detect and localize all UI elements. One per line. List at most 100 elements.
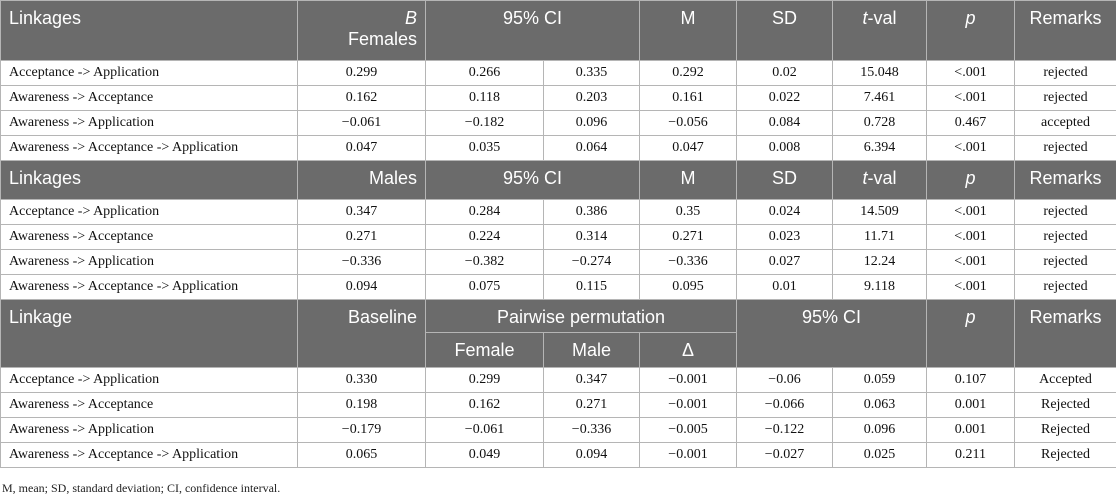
cell-delta: −0.001 [639, 392, 737, 418]
cell-t: 15.048 [832, 60, 927, 86]
table-row: Awareness -> Application −0.061 −0.182 0… [0, 110, 1116, 136]
cell-p: 0.001 [926, 392, 1015, 418]
cell-baseline: −0.179 [297, 417, 426, 443]
header-p-label: p [965, 307, 976, 327]
header-males: Males [297, 160, 426, 200]
cell-sd: 0.01 [736, 274, 833, 300]
cell-b: 0.299 [297, 60, 426, 86]
cell-linkage: Awareness -> Application [0, 249, 298, 275]
header-ci: 95% CI [425, 0, 640, 61]
cell-ci-low: 0.118 [425, 85, 544, 111]
cell-ci-low: 0.266 [425, 60, 544, 86]
cell-remarks: rejected [1014, 274, 1116, 300]
cell-remarks: Accepted [1014, 367, 1116, 393]
cell-ci-low: −0.066 [736, 392, 833, 418]
table-row: Acceptance -> Application 0.347 0.284 0.… [0, 199, 1116, 225]
cell-remarks: accepted [1014, 110, 1116, 136]
cell-remarks: rejected [1014, 249, 1116, 275]
cell-female: 0.299 [425, 367, 544, 393]
permutation-subheader-row: Female Male Δ [1, 332, 1116, 368]
cell-sd: 0.008 [736, 135, 833, 161]
cell-ci-high: 0.064 [543, 135, 640, 161]
cell-remarks: rejected [1014, 60, 1116, 86]
cell-baseline: 0.198 [297, 392, 426, 418]
header-p-label: p [965, 168, 976, 188]
cell-m: 0.047 [639, 135, 737, 161]
cell-b: −0.061 [297, 110, 426, 136]
cell-ci-high: 0.025 [832, 442, 927, 468]
cell-remarks: Rejected [1014, 392, 1116, 418]
cell-t: 7.461 [832, 85, 927, 111]
cell-p: <.001 [926, 135, 1015, 161]
cell-delta: −0.001 [639, 442, 737, 468]
cell-sd: 0.027 [736, 249, 833, 275]
header-p-label: p [965, 8, 976, 28]
header-m: M [639, 0, 737, 61]
cell-ci-high: 0.059 [832, 367, 927, 393]
cell-m: −0.056 [639, 110, 737, 136]
header-b-females: B Females [297, 0, 426, 61]
cell-sd: 0.02 [736, 60, 833, 86]
header-remarks: Remarks [1014, 299, 1116, 368]
header-t-value: t-val [832, 0, 927, 61]
header-p: p [926, 0, 1015, 61]
header-remarks: Remarks [1014, 0, 1116, 61]
cell-b: 0.094 [297, 274, 426, 300]
cell-ci-high: 0.096 [543, 110, 640, 136]
table-row: Awareness -> Acceptance 0.198 0.162 0.27… [0, 392, 1116, 418]
cell-m: 0.292 [639, 60, 737, 86]
cell-p: <.001 [926, 199, 1015, 225]
cell-baseline: 0.330 [297, 367, 426, 393]
cell-linkage: Awareness -> Acceptance [0, 85, 298, 111]
cell-ci-high: 0.335 [543, 60, 640, 86]
cell-m: 0.095 [639, 274, 737, 300]
table-row: Awareness -> Acceptance -> Application 0… [0, 442, 1116, 468]
header-b-symbol: B [404, 8, 417, 28]
cell-t: 11.71 [832, 224, 927, 250]
table-row: Awareness -> Application −0.336 −0.382 −… [0, 249, 1116, 275]
cell-p: <.001 [926, 85, 1015, 111]
header-t-value: t-val [832, 160, 927, 200]
cell-delta: −0.005 [639, 417, 737, 443]
cell-ci-high: 0.314 [543, 224, 640, 250]
cell-ci-low: 0.284 [425, 199, 544, 225]
header-baseline: Baseline [297, 299, 426, 368]
cell-p: 0.107 [926, 367, 1015, 393]
header-male: Male [543, 332, 640, 368]
cell-b: 0.047 [297, 135, 426, 161]
header-t-rest: -val [867, 8, 897, 28]
cell-remarks: Rejected [1014, 417, 1116, 443]
cell-ci-low: −0.122 [736, 417, 833, 443]
cell-t: 0.728 [832, 110, 927, 136]
header-delta: Δ [639, 332, 737, 368]
header-females-label: Females [347, 29, 417, 49]
header-p: p [926, 299, 1015, 368]
table-row: Awareness -> Acceptance -> Application 0… [0, 274, 1116, 300]
cell-male: −0.336 [543, 417, 640, 443]
cell-ci-high: 0.203 [543, 85, 640, 111]
table-row: Awareness -> Acceptance 0.271 0.224 0.31… [0, 224, 1116, 250]
header-linkages: Linkages [0, 0, 298, 61]
cell-male: 0.347 [543, 367, 640, 393]
header-p: p [926, 160, 1015, 200]
cell-sd: 0.024 [736, 199, 833, 225]
cell-ci-low: −0.027 [736, 442, 833, 468]
header-m: M [639, 160, 737, 200]
header-t-italic: t [862, 168, 868, 188]
table-row: Awareness -> Application −0.179 −0.061 −… [0, 417, 1116, 443]
table-row: Acceptance -> Application 0.330 0.299 0.… [0, 367, 1116, 393]
cell-female: 0.049 [425, 442, 544, 468]
table-row: Awareness -> Acceptance 0.162 0.118 0.20… [0, 85, 1116, 111]
results-table: Linkages B Females 95% CI M SD t-val p R… [0, 0, 1116, 468]
cell-remarks: Rejected [1014, 442, 1116, 468]
cell-delta: −0.001 [639, 367, 737, 393]
header-t-rest: -val [867, 168, 897, 188]
cell-ci-high: −0.274 [543, 249, 640, 275]
cell-female: 0.162 [425, 392, 544, 418]
header-linkage: Linkage [0, 299, 298, 368]
cell-linkage: Acceptance -> Application [0, 60, 298, 86]
cell-ci-high: 0.096 [832, 417, 927, 443]
cell-linkage: Awareness -> Acceptance -> Application [0, 442, 298, 468]
cell-t: 14.509 [832, 199, 927, 225]
cell-p: <.001 [926, 249, 1015, 275]
